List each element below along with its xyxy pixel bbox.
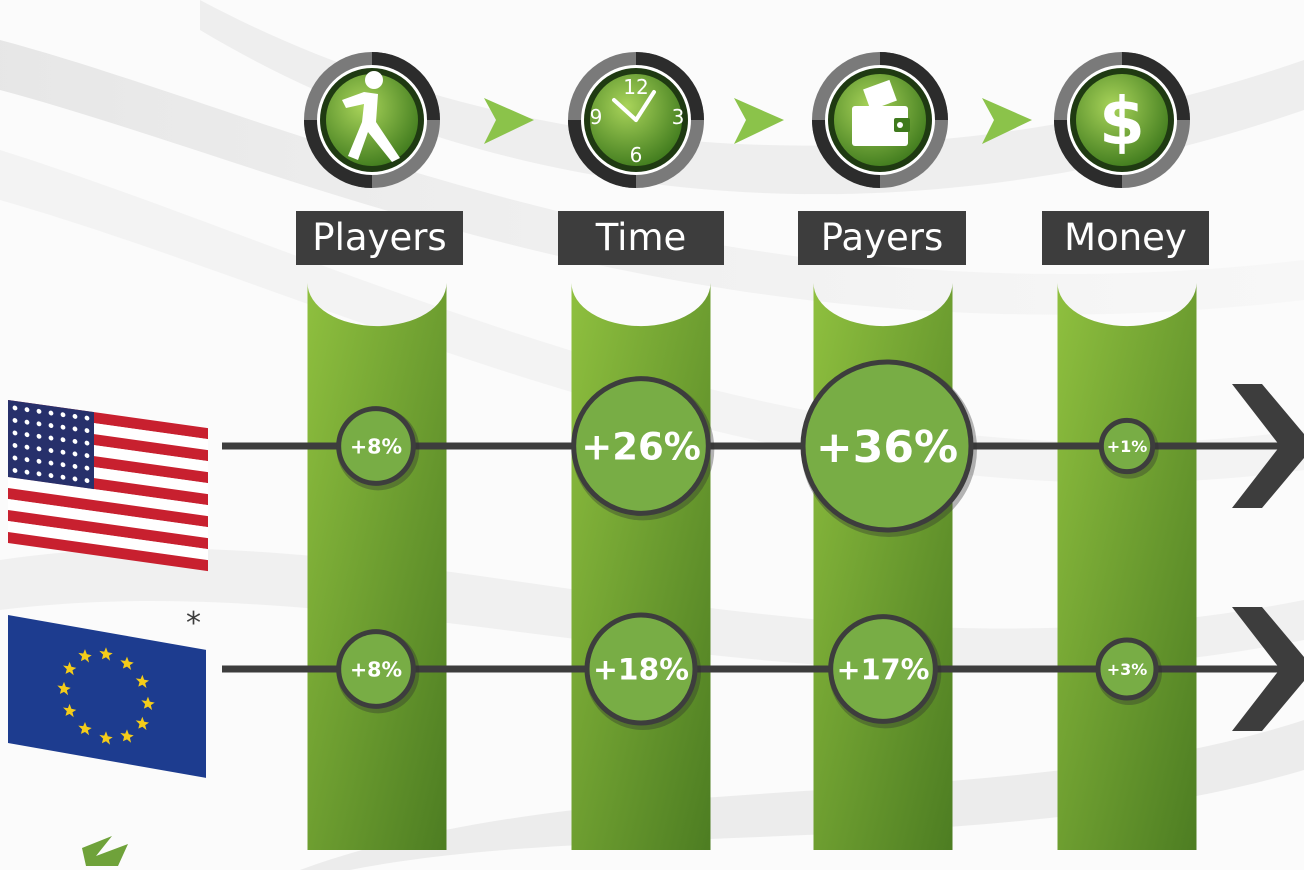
value-label: +26% [581, 425, 701, 468]
value-bubble: +26% [571, 376, 715, 521]
value-bubble: +36% [800, 359, 977, 537]
column-money [1057, 283, 1197, 850]
value-label: +18% [593, 653, 689, 688]
value-bubble: +8% [336, 629, 420, 714]
value-bubble: +8% [336, 406, 420, 491]
step-arrow-icon [734, 98, 784, 144]
metric-label-players: Players [296, 211, 463, 265]
clock-icon: 12 3 6 9 [568, 52, 704, 188]
row-arrow-icon [1232, 384, 1304, 508]
clock-number: 6 [630, 143, 643, 167]
eu-flag-icon [8, 615, 206, 778]
value-label: +36% [816, 422, 958, 473]
step-arrow-icon [484, 98, 534, 144]
eu-footnote-asterisk: * [186, 606, 201, 641]
value-label: +17% [837, 652, 930, 686]
us-flag-icon [8, 400, 208, 572]
value-label: +3% [1107, 660, 1148, 679]
dollar-icon: $ [1054, 52, 1190, 188]
metric-label-time: Time [558, 211, 724, 265]
value-bubble: +17% [828, 614, 942, 729]
value-label: +1% [1107, 437, 1148, 456]
value-bubble: +3% [1095, 637, 1162, 705]
clock-number: 9 [590, 105, 603, 129]
metric-label-payers: Payers [798, 211, 966, 265]
wallet-icon [812, 52, 948, 188]
row-arrow-icon [1232, 607, 1304, 731]
dollar-symbol: $ [1099, 83, 1145, 160]
value-label: +8% [350, 657, 402, 681]
runner-icon [304, 52, 440, 188]
metric-label-money: Money [1042, 211, 1209, 265]
value-bubble: +1% [1098, 417, 1159, 479]
step-arrow-icon [982, 98, 1032, 144]
clock-number: 12 [623, 75, 648, 99]
clock-number: 3 [672, 105, 685, 129]
value-bubble: +18% [584, 612, 701, 730]
column-players [307, 283, 447, 850]
value-label: +8% [350, 434, 402, 458]
